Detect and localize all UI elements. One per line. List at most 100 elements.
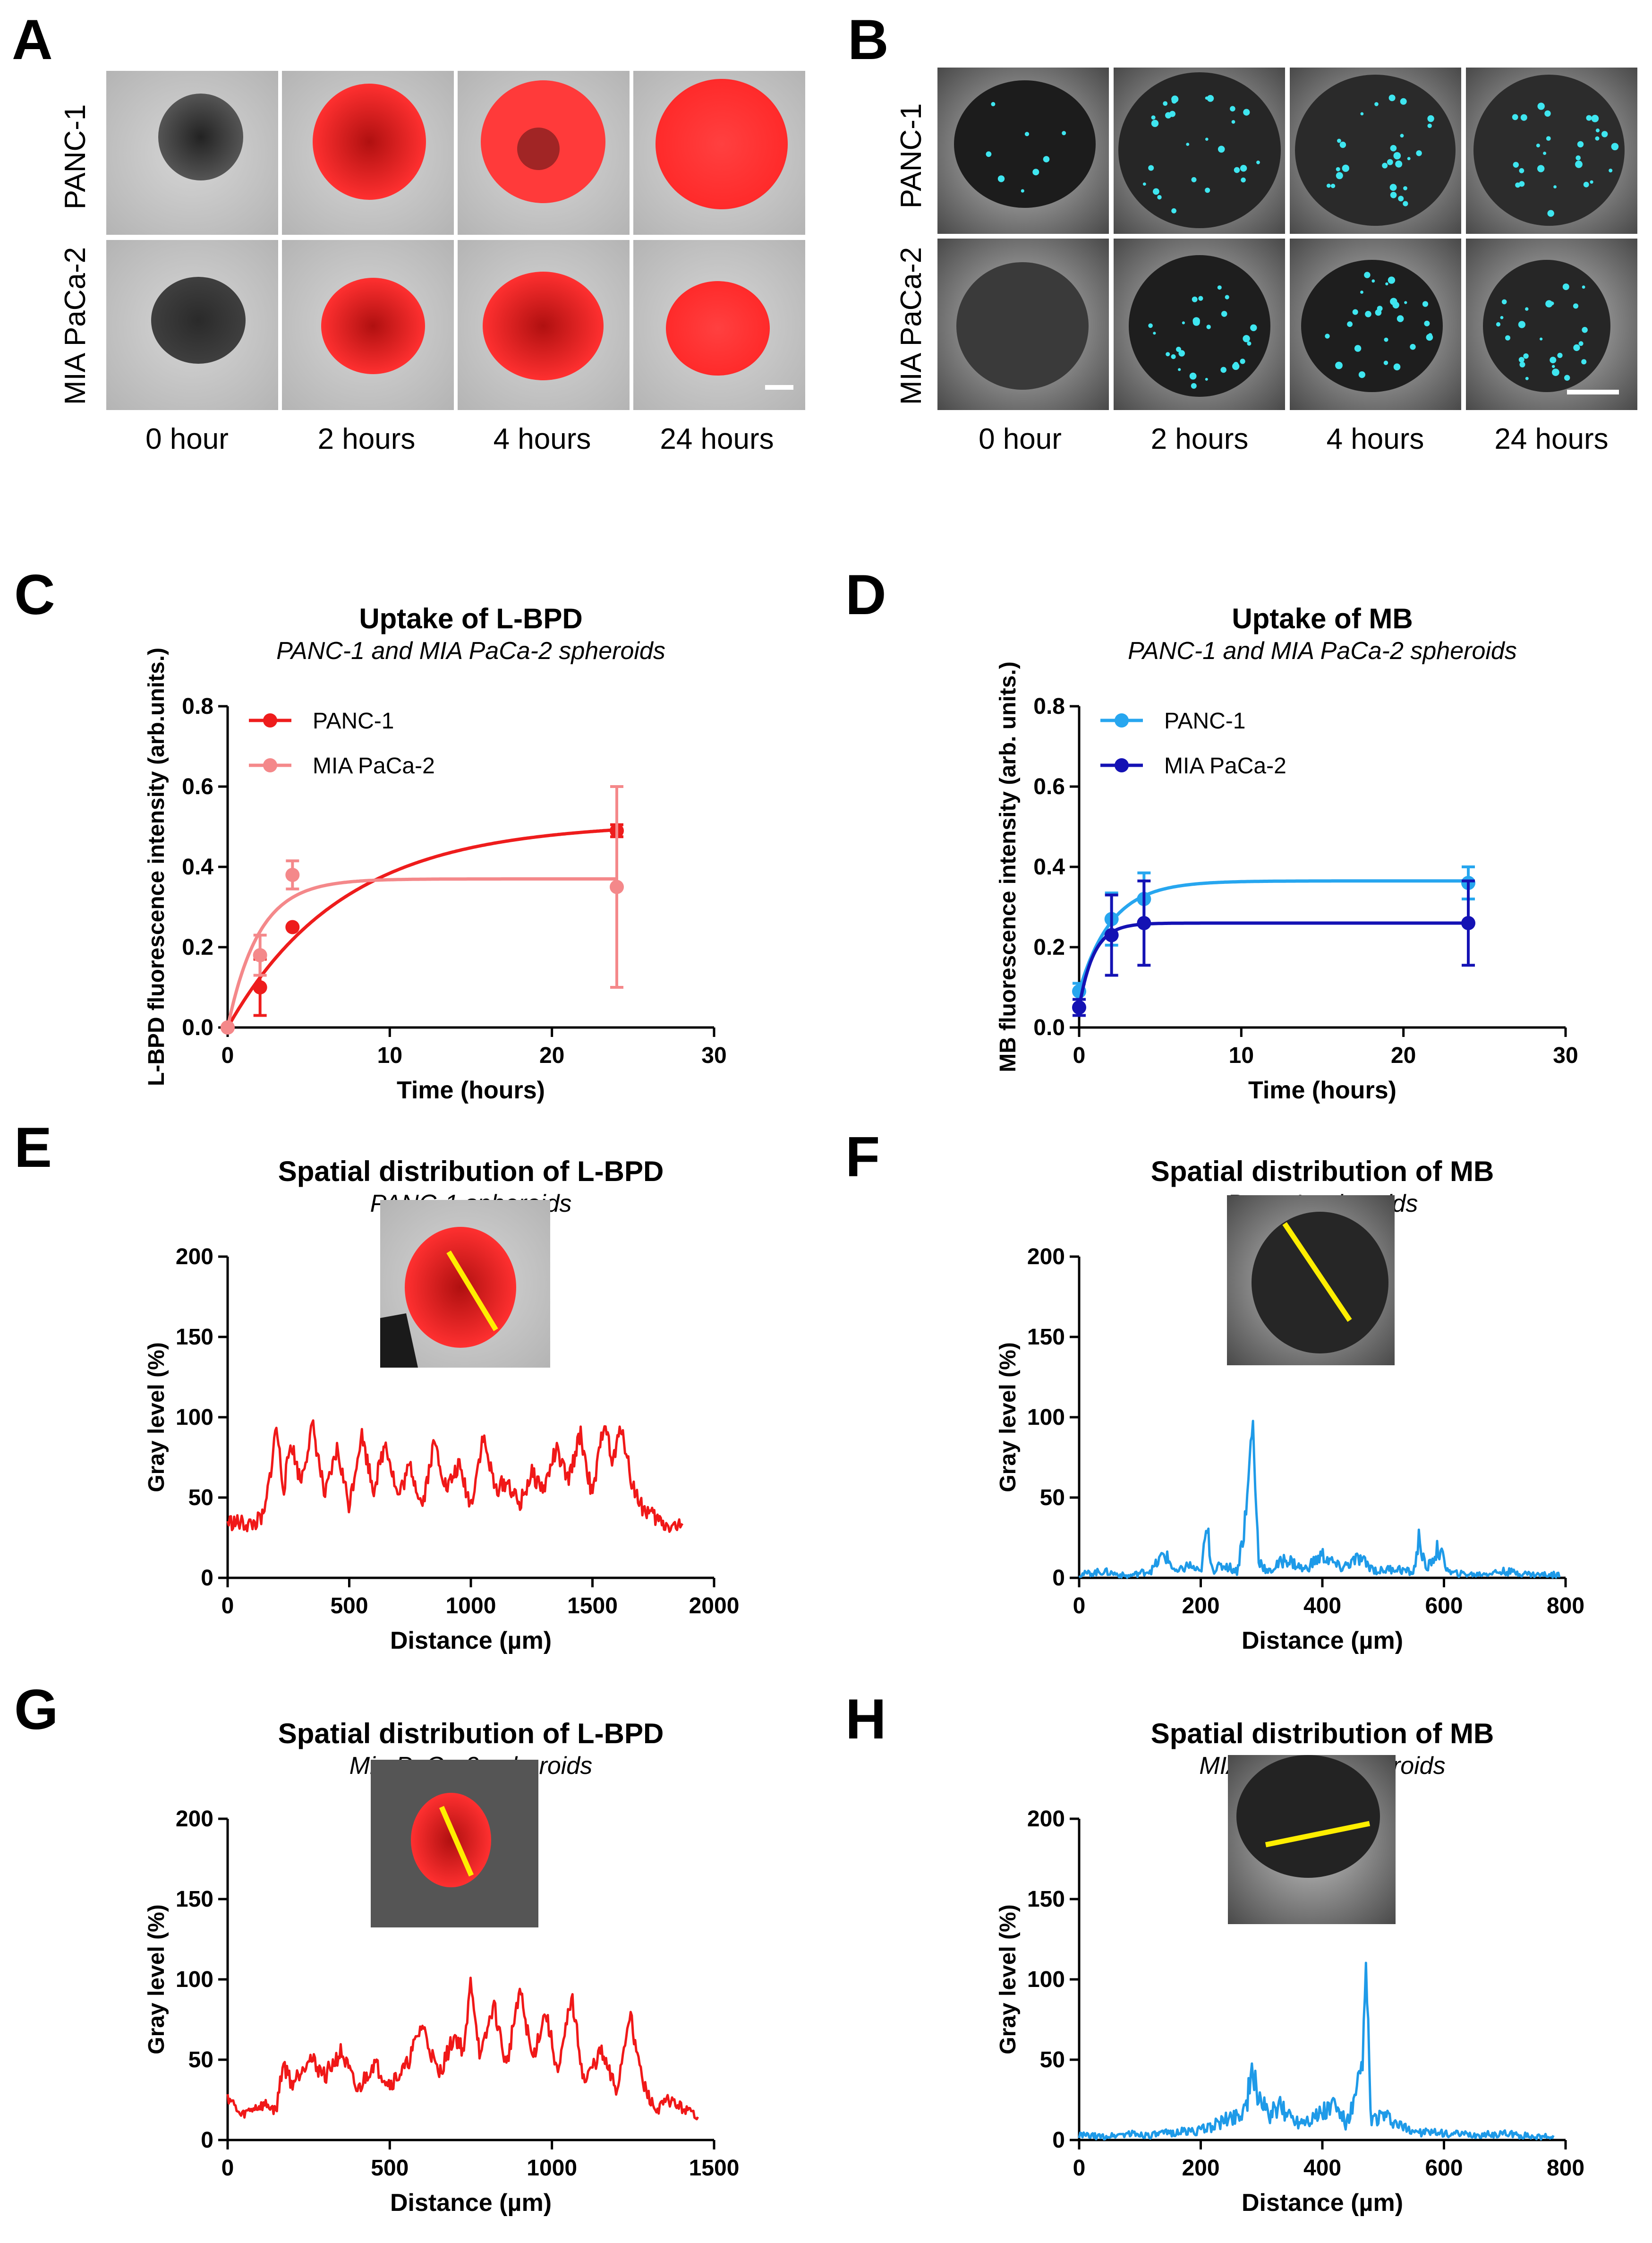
fluorescent-dot bbox=[1505, 335, 1510, 341]
data-point bbox=[1137, 916, 1151, 930]
x-tick-label: 2000 bbox=[689, 1593, 740, 1618]
panel-letter: E bbox=[14, 1116, 52, 1179]
fluorescent-dot bbox=[1550, 301, 1554, 306]
y-tick-label: 100 bbox=[1027, 1967, 1065, 1992]
fluorescent-dot bbox=[1231, 120, 1235, 124]
row-label-panc1: PANC-1 bbox=[59, 104, 92, 210]
row-label-b-miapaca2: MIA PaCa-2 bbox=[895, 247, 928, 405]
y-tick-label: 200 bbox=[176, 1806, 213, 1832]
fluorescent-dot bbox=[1525, 377, 1529, 380]
fluorescent-dot bbox=[1552, 368, 1559, 376]
x-tick-label: 0 bbox=[221, 1593, 234, 1618]
fluorescent-dot bbox=[1400, 134, 1404, 138]
y-tick-label: 100 bbox=[176, 1405, 213, 1430]
fluorescent-dot bbox=[986, 151, 992, 157]
y-tick-label: 150 bbox=[176, 1887, 213, 1912]
x-axis-label: Distance (µm) bbox=[390, 1627, 552, 1654]
fluorescent-dot bbox=[1390, 298, 1397, 305]
x-axis-label: Distance (µm) bbox=[1242, 1627, 1403, 1654]
fluorescent-dot bbox=[1157, 195, 1162, 200]
inset-g-spheroid bbox=[411, 1793, 491, 1887]
charts-layer: C Uptake of L-BPD PANC-1 and MIA PaCa-2 sp… bbox=[14, 563, 1584, 2217]
legend-marker bbox=[1115, 713, 1129, 728]
inset-e-spheroid bbox=[405, 1227, 516, 1348]
fluorescent-dot bbox=[1389, 184, 1397, 191]
chart-title: Spatial distribution of MB bbox=[1151, 1156, 1494, 1187]
y-tick-label: 0.4 bbox=[182, 855, 213, 880]
data-point bbox=[1072, 1000, 1086, 1015]
fluorescent-dot bbox=[1578, 341, 1584, 346]
fluorescent-dot bbox=[1519, 181, 1525, 187]
fluorescent-dot bbox=[1325, 334, 1330, 339]
x-axis-label: Distance (µm) bbox=[1242, 2189, 1403, 2217]
fluorescent-dot bbox=[1250, 324, 1257, 331]
fluorescent-dot bbox=[1220, 367, 1226, 373]
col-label-a-0h: 0 hour bbox=[145, 423, 229, 455]
x-tick-label: 0 bbox=[1073, 1593, 1086, 1618]
fluorescent-dot bbox=[1501, 299, 1507, 305]
y-axis-label: Gray level (%) bbox=[144, 1904, 169, 2054]
fluorescent-dot bbox=[1410, 344, 1416, 350]
y-axis-label: Gray level (%) bbox=[996, 1342, 1021, 1492]
fluorescent-dot bbox=[1233, 362, 1239, 367]
fluorescent-dot bbox=[1416, 150, 1422, 156]
fluorescent-dot bbox=[1383, 360, 1388, 365]
fluorescent-dot bbox=[1424, 320, 1430, 326]
legend-marker bbox=[1115, 758, 1129, 772]
profile-trace bbox=[1078, 1420, 1561, 1579]
y-tick-label: 50 bbox=[188, 2047, 213, 2072]
data-point bbox=[1461, 916, 1475, 930]
inset-f-spheroid bbox=[1252, 1212, 1388, 1353]
fluorescent-dot bbox=[1557, 352, 1563, 358]
inset-e-dark-corner bbox=[380, 1313, 418, 1368]
chart-title: Spatial distribution of L-BPD bbox=[278, 1156, 664, 1187]
legend-label: PANC-1 bbox=[1164, 709, 1245, 734]
fluorescent-dot bbox=[1595, 136, 1600, 141]
fluorescent-dot bbox=[1390, 192, 1397, 198]
fluorescent-dot bbox=[1243, 335, 1250, 342]
y-tick-label: 100 bbox=[1027, 1405, 1065, 1430]
chart-subtitle: PANC-1 and MIA PaCa-2 spheroids bbox=[276, 637, 665, 665]
y-tick-label: 0.0 bbox=[1033, 1015, 1065, 1040]
profile-trace bbox=[1078, 1961, 1555, 2141]
fluorescent-dot bbox=[1537, 165, 1545, 172]
fluorescent-dot bbox=[1169, 111, 1175, 117]
y-tick-label: 150 bbox=[1027, 1325, 1065, 1350]
fluorescent-dot bbox=[1347, 321, 1353, 327]
y-tick-label: 0.0 bbox=[182, 1015, 213, 1040]
spheroid-b-mia-0h bbox=[956, 262, 1089, 390]
fluorescent-dot bbox=[1393, 152, 1401, 160]
panel-a-image-grid bbox=[106, 71, 805, 410]
y-tick-label: 150 bbox=[176, 1325, 213, 1350]
fluorescent-dot bbox=[1513, 162, 1519, 168]
x-tick-label: 500 bbox=[371, 2156, 409, 2181]
fluorescent-dot bbox=[1163, 101, 1168, 106]
fluorescent-dot bbox=[1397, 315, 1404, 322]
chart-title: Uptake of L-BPD bbox=[359, 603, 582, 634]
fluorescent-dot bbox=[1427, 123, 1432, 128]
fluorescent-dot bbox=[1365, 311, 1371, 317]
fluorescent-dot bbox=[1428, 333, 1432, 337]
panel-b-image-grid bbox=[937, 68, 1637, 410]
inset-e bbox=[380, 1200, 550, 1368]
fluorescent-dot bbox=[1240, 359, 1245, 364]
fluorescent-dot bbox=[1247, 341, 1252, 346]
fluorescent-dot bbox=[1151, 115, 1156, 120]
col-label-b-2h: 2 hours bbox=[1151, 423, 1249, 455]
panel-letter-a: A bbox=[12, 8, 53, 71]
scale-bar-b bbox=[1567, 390, 1619, 394]
fluorescent-dot bbox=[1327, 183, 1331, 188]
data-point bbox=[253, 980, 267, 994]
data-point bbox=[610, 880, 624, 894]
data-point bbox=[285, 868, 300, 882]
scale-bar-a bbox=[765, 385, 793, 390]
fluorescent-dot bbox=[1032, 169, 1039, 176]
y-tick-label: 0.8 bbox=[1033, 694, 1065, 719]
fluorescent-dot bbox=[1581, 359, 1587, 365]
x-tick-label: 30 bbox=[1553, 1043, 1578, 1068]
col-label-b-4h: 4 hours bbox=[1327, 423, 1424, 455]
y-axis-label: Gray level (%) bbox=[996, 1904, 1021, 2054]
